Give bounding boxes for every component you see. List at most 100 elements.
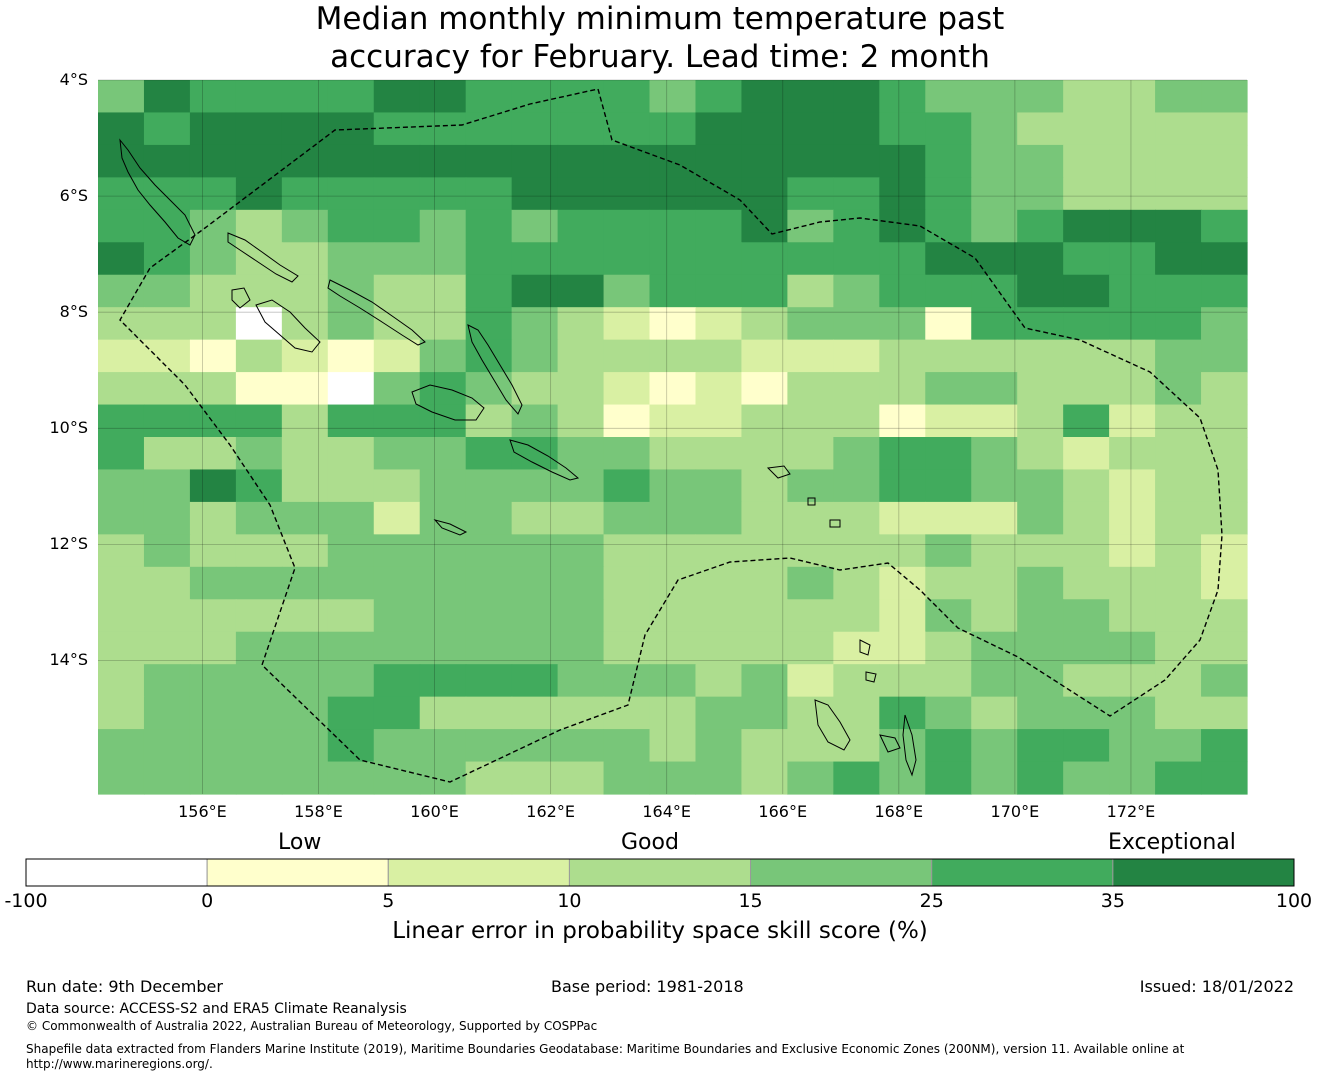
grid-cell	[327, 372, 375, 406]
grid-cell	[281, 566, 329, 600]
grid-cell	[327, 80, 375, 114]
grid-cell	[741, 664, 788, 698]
grid-cell	[1063, 501, 1110, 535]
grid-cell	[1109, 404, 1156, 438]
grid-cell	[281, 469, 329, 503]
grid-cell	[189, 80, 237, 114]
grid-cell	[419, 534, 467, 568]
grid-cell	[1063, 274, 1110, 308]
grid-cell	[1155, 664, 1202, 698]
grid-cell	[189, 761, 237, 795]
grid-cell	[235, 469, 283, 503]
grid-cell	[557, 501, 605, 535]
grid-cell	[879, 696, 926, 730]
grid-cell	[695, 372, 743, 406]
grid-cell	[1063, 599, 1110, 633]
grid-cell	[833, 177, 880, 211]
grid-cell	[189, 631, 237, 665]
grid-cell	[879, 339, 926, 373]
grid-cell	[1155, 599, 1202, 633]
grid-cell	[1155, 469, 1202, 503]
grid-cell	[1063, 242, 1110, 276]
grid-cell	[1155, 372, 1202, 406]
grid-cell	[465, 729, 513, 763]
lon-tick-label: 160°E	[410, 802, 459, 821]
grid-cell	[511, 144, 559, 178]
grid-cell	[373, 177, 421, 211]
grid-cell	[98, 209, 145, 243]
grid-cell	[649, 761, 697, 795]
grid-cell	[327, 599, 375, 633]
grid-cell	[373, 404, 421, 438]
grid-cell	[1017, 372, 1064, 406]
grid-cell	[971, 696, 1018, 730]
grid-cell	[787, 566, 834, 600]
grid-cell	[1109, 339, 1156, 373]
grid-cell	[465, 274, 513, 308]
grid-cell	[695, 599, 743, 633]
grid-cell	[1017, 761, 1064, 795]
grid-cell	[695, 144, 743, 178]
grid-cell	[327, 631, 375, 665]
island-small-1	[807, 497, 816, 506]
grid-cell	[327, 664, 375, 698]
grid-cell	[327, 177, 375, 211]
grid-cell	[1063, 112, 1110, 146]
grid-cell	[1017, 631, 1064, 665]
grid-cell	[511, 274, 559, 308]
grid-cell	[98, 242, 145, 276]
grid-cell	[1063, 177, 1110, 211]
grid-cell	[833, 242, 880, 276]
island-pentecost	[902, 714, 917, 777]
grid-cell	[98, 437, 145, 471]
grid-cell	[281, 599, 329, 633]
grid-cell	[787, 177, 834, 211]
grid-cell	[373, 112, 421, 146]
grid-cell	[98, 631, 145, 665]
grid-cell	[327, 566, 375, 600]
grid-cell	[1017, 404, 1064, 438]
grid-cell	[235, 566, 283, 600]
grid-cell	[925, 307, 972, 341]
grid-cell	[98, 177, 145, 211]
grid-cell	[419, 112, 467, 146]
grid-cell	[833, 339, 880, 373]
grid-cell	[189, 372, 237, 406]
grid-cell	[1063, 372, 1110, 406]
grid-cell	[695, 437, 743, 471]
island-guadalcanal	[411, 384, 485, 421]
grid-cell	[189, 566, 237, 600]
lat-tick-label: 14°S	[49, 650, 88, 670]
grid-cell	[925, 112, 972, 146]
grid-cell	[235, 404, 283, 438]
lon-tick-label: 166°E	[758, 802, 808, 821]
grid-cell	[833, 501, 880, 535]
grid-cell	[1109, 144, 1156, 178]
grid-cell	[603, 242, 651, 276]
grid-cell	[1109, 631, 1156, 665]
coastlines	[119, 138, 917, 777]
colorbar-tick-label: 15	[738, 890, 763, 912]
grid-cell	[557, 696, 605, 730]
grid-cell	[511, 112, 559, 146]
grid-cell	[281, 307, 329, 341]
grid-cell	[649, 80, 697, 114]
grid-cell	[1063, 469, 1110, 503]
grid-cell	[419, 437, 467, 471]
grid-cell	[281, 80, 329, 114]
grid-cell	[1155, 80, 1202, 114]
grid-cell	[971, 274, 1018, 308]
grid-cell	[787, 534, 834, 568]
grid-cell	[143, 112, 191, 146]
grid-cell	[1155, 631, 1202, 665]
grid-cell	[419, 274, 467, 308]
grid-cell	[511, 599, 559, 633]
grid-cell	[741, 80, 788, 114]
grid-cell	[511, 404, 559, 438]
grid-cell	[373, 144, 421, 178]
grid-cell	[1155, 242, 1202, 276]
grid-cell	[879, 664, 926, 698]
grid-cell	[281, 696, 329, 730]
grid-cell	[557, 761, 605, 795]
grid-cell	[649, 664, 697, 698]
